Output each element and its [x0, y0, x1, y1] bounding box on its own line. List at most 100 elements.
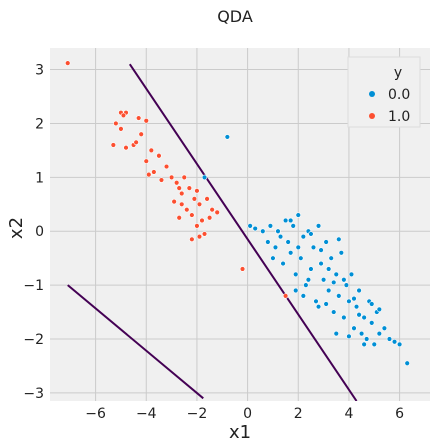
data-point — [288, 250, 293, 255]
data-point — [311, 245, 316, 250]
legend-marker-1 — [369, 113, 375, 119]
data-point — [331, 310, 336, 315]
data-point — [192, 197, 197, 202]
data-point — [354, 304, 359, 309]
x-tick-label: −6 — [85, 406, 106, 422]
data-point — [278, 234, 283, 239]
data-point — [260, 229, 265, 234]
data-point — [182, 175, 187, 180]
data-point — [362, 342, 367, 347]
data-point — [349, 272, 354, 277]
data-point — [319, 248, 324, 253]
data-point — [119, 126, 124, 131]
data-point — [309, 267, 314, 272]
data-point — [197, 234, 202, 239]
data-point — [286, 240, 291, 245]
data-point — [240, 267, 245, 272]
data-point — [344, 283, 349, 288]
data-point — [309, 232, 314, 237]
x-tick-label: 0 — [243, 406, 252, 422]
data-point — [329, 256, 334, 261]
x-tick-label: 6 — [395, 406, 404, 422]
data-point — [195, 223, 200, 228]
legend-title: y — [394, 65, 402, 81]
data-point — [316, 223, 321, 228]
data-point — [195, 188, 200, 193]
data-point — [248, 223, 253, 228]
x-tick-label: −2 — [187, 406, 208, 422]
data-point — [184, 207, 189, 212]
data-point — [197, 202, 202, 207]
data-point — [316, 304, 321, 309]
data-point — [124, 145, 129, 150]
data-point — [357, 312, 362, 317]
data-point — [121, 113, 126, 118]
data-point — [146, 172, 151, 177]
legend-marker-0 — [369, 91, 375, 97]
data-point — [205, 197, 210, 202]
data-point — [179, 202, 184, 207]
x-tick-label: −4 — [136, 406, 157, 422]
data-point — [319, 261, 324, 266]
data-point — [113, 121, 118, 126]
data-point — [334, 331, 339, 336]
data-point — [331, 280, 336, 285]
data-point — [271, 256, 276, 261]
data-point — [369, 302, 374, 307]
data-point — [298, 256, 303, 261]
data-point — [177, 215, 182, 220]
data-point — [301, 294, 306, 299]
data-point — [164, 164, 169, 169]
data-point — [352, 326, 357, 331]
x-axis-title: x1 — [229, 422, 251, 443]
data-point — [324, 240, 329, 245]
legend-label-1: 1.0 — [388, 109, 410, 125]
data-point — [215, 210, 220, 215]
data-point — [139, 132, 144, 137]
legend: y 0.0 1.0 — [348, 57, 420, 127]
data-point — [352, 296, 357, 301]
data-point — [151, 170, 156, 175]
data-point — [364, 337, 369, 342]
data-point — [210, 207, 215, 212]
chart-title: QDA — [217, 7, 253, 26]
data-point — [111, 143, 116, 148]
data-point — [372, 342, 377, 347]
data-point — [281, 261, 286, 266]
y-tick-label: −2 — [23, 332, 44, 348]
data-point — [405, 361, 410, 366]
y-tick-label: 3 — [35, 63, 44, 79]
data-point — [326, 288, 331, 293]
data-point — [392, 339, 397, 344]
data-point — [273, 245, 278, 250]
data-point — [187, 186, 192, 191]
data-point — [189, 237, 194, 242]
data-point — [172, 199, 177, 204]
data-point — [144, 118, 149, 123]
data-point — [268, 223, 273, 228]
x-tick-label: 4 — [344, 406, 353, 422]
data-point — [377, 307, 382, 312]
data-point — [202, 175, 207, 180]
data-point — [324, 302, 329, 307]
data-point — [369, 320, 374, 325]
data-point — [293, 288, 298, 293]
data-point — [303, 283, 308, 288]
data-point — [293, 272, 298, 277]
data-point — [296, 245, 301, 250]
data-point — [341, 315, 346, 320]
data-point — [149, 148, 154, 153]
y-tick-label: −3 — [23, 386, 44, 402]
data-point — [283, 218, 288, 223]
y-tick-label: 0 — [35, 224, 44, 240]
y-tick-label: −1 — [23, 278, 44, 294]
legend-label-0: 0.0 — [388, 87, 410, 103]
data-point — [362, 315, 367, 320]
data-point — [265, 240, 270, 245]
data-point — [177, 186, 182, 191]
data-point — [336, 294, 341, 299]
y-axis-title: x2 — [6, 217, 27, 239]
data-point — [359, 331, 364, 336]
data-point — [200, 218, 205, 223]
